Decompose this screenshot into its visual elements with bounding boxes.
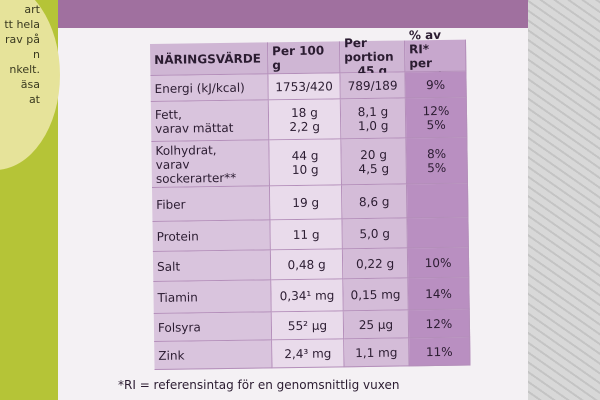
side-line: äsa xyxy=(20,78,40,91)
cell-line: 8% xyxy=(426,146,447,161)
cell-line: 9% xyxy=(425,77,446,92)
cell-line: 11% xyxy=(425,344,453,359)
table-cell: 55² µg xyxy=(271,311,345,341)
table-cell: 10% xyxy=(407,247,470,279)
table-cell: 0,48 g xyxy=(270,249,344,281)
table-cell: 12% xyxy=(408,309,471,339)
side-line: art xyxy=(24,3,40,16)
table-cell: Folsyra xyxy=(153,312,273,342)
table-cell: 8,1 g 1,0 g xyxy=(340,98,407,140)
cell-line: Per 100 g xyxy=(272,43,325,72)
cell-line: varav mättat xyxy=(155,120,234,136)
side-line: tt hela xyxy=(4,18,40,31)
table-cell: Energi (kJ/kcal) xyxy=(150,74,269,102)
cell-line: Fett, xyxy=(154,107,182,122)
table-cell: 18 g 2,2 g xyxy=(268,99,342,141)
cell-line: Kolhydrat, xyxy=(155,142,217,158)
header-cell: NÄRINGSVÄRDE xyxy=(150,42,269,76)
header-cell: Per 100 g xyxy=(267,41,341,75)
cell-line: 12% xyxy=(425,316,453,331)
background xyxy=(528,0,600,400)
cell-line: varav sockerarter** xyxy=(155,156,237,186)
side-line: nkelt. xyxy=(9,63,40,76)
cell-line: 5,0 g xyxy=(359,226,391,241)
table-cell: 20 g 4,5 g xyxy=(341,138,407,186)
cell-line: 20 g xyxy=(360,147,388,162)
table-cell: 1,1 mg xyxy=(344,338,410,368)
table-cell: Fiber xyxy=(152,186,271,222)
table-cell: 2,4³ mg xyxy=(272,339,345,369)
table-cell: 0,15 mg xyxy=(343,278,409,312)
cell-line: 4,5 g xyxy=(358,161,390,176)
table-cell: Zink xyxy=(154,340,273,370)
footnote: *RI = referensintag för en genomsnittlig… xyxy=(118,378,400,392)
cell-line: 789/189 xyxy=(347,78,398,93)
cell-line: 5% xyxy=(427,160,447,175)
cell-line: NÄRINGSVÄRDE xyxy=(154,50,262,67)
header-cell: % av RI*per portion xyxy=(404,27,467,84)
cell-line: 11 g xyxy=(292,227,320,242)
table-cell: 25 µg xyxy=(343,310,410,340)
side-line: rav på xyxy=(5,33,40,46)
table-cell: 12% 5% xyxy=(405,97,468,139)
nutrition-table: NÄRINGSVÄRDE Per 100 g Per portion 45 g% av… xyxy=(150,27,471,374)
cell-line: 1,1 mg xyxy=(355,345,398,360)
cell-line: 19 g xyxy=(292,195,320,210)
table-cell: 11% xyxy=(409,337,471,367)
table-cell: 44 g 10 g xyxy=(269,139,342,187)
cell-line: Energi (kJ/kcal) xyxy=(154,80,245,96)
cell-line: Tiamin xyxy=(157,289,198,305)
cell-line: 44 g xyxy=(291,148,319,163)
side-line: at xyxy=(28,93,40,106)
table-cell: 14% xyxy=(408,277,470,311)
table-cell xyxy=(407,217,469,249)
cell-line: 0,15 mg xyxy=(350,287,401,302)
cell-line: 2,2 g xyxy=(289,119,321,134)
table-cell: Protein xyxy=(152,220,271,252)
cell-line: 1753/420 xyxy=(275,78,333,94)
side-text: art tt hela rav på n nkelt. äsa at xyxy=(2,2,40,107)
header-cell: Per portion 45 g xyxy=(339,35,406,78)
cell-line: Per portion xyxy=(343,35,394,64)
side-line: n xyxy=(33,48,40,61)
package-band xyxy=(58,0,528,28)
table-cell: 11 g xyxy=(270,219,343,251)
cell-line: 8,6 g xyxy=(358,194,390,209)
table-cell: 19 g xyxy=(269,185,343,221)
table-cell: Tiamin xyxy=(153,280,272,314)
cell-line: 10% xyxy=(424,255,452,270)
cell-line: 55² µg xyxy=(287,318,328,333)
cell-line: 18 g xyxy=(291,105,318,120)
cell-line: % av RI* xyxy=(408,27,442,56)
cell-line: Folsyra xyxy=(157,319,201,335)
table-cell: 9% xyxy=(405,71,467,99)
table-cell xyxy=(406,183,469,219)
cell-line: 2,4³ mg xyxy=(284,345,332,361)
table-cell: 8,6 g xyxy=(341,184,408,220)
cell-line: Protein xyxy=(156,228,199,244)
table-cell: Kolhydrat, varav sockerarter** xyxy=(151,140,270,188)
cell-line: 12% xyxy=(422,103,450,118)
table-cell: 0,22 g xyxy=(342,248,409,280)
cell-line: 0,22 g xyxy=(355,256,395,271)
cell-line: 25 µg xyxy=(358,317,394,332)
cell-line: 10 g xyxy=(291,162,319,177)
table-cell: 0,34¹ mg xyxy=(271,279,344,313)
cell-line: 5% xyxy=(426,117,446,132)
table-cell: 1753/420 xyxy=(268,73,341,101)
cell-line: 0,34¹ mg xyxy=(279,287,335,303)
cell-line: Fiber xyxy=(156,197,186,212)
cell-line: Zink xyxy=(158,348,185,363)
table-cell: 789/189 xyxy=(340,72,406,100)
table-cell: Fett, varav mättat xyxy=(150,100,270,142)
table-cell: 5,0 g xyxy=(342,218,408,250)
cell-line: Salt xyxy=(157,259,181,274)
cell-line: 8,1 g xyxy=(357,104,389,119)
cell-line: 1,0 g xyxy=(357,118,389,133)
cell-line: 0,48 g xyxy=(287,257,326,272)
cell-line: 14% xyxy=(425,286,452,301)
table-cell: Salt xyxy=(152,250,272,282)
table-cell: 8% 5% xyxy=(406,137,468,185)
